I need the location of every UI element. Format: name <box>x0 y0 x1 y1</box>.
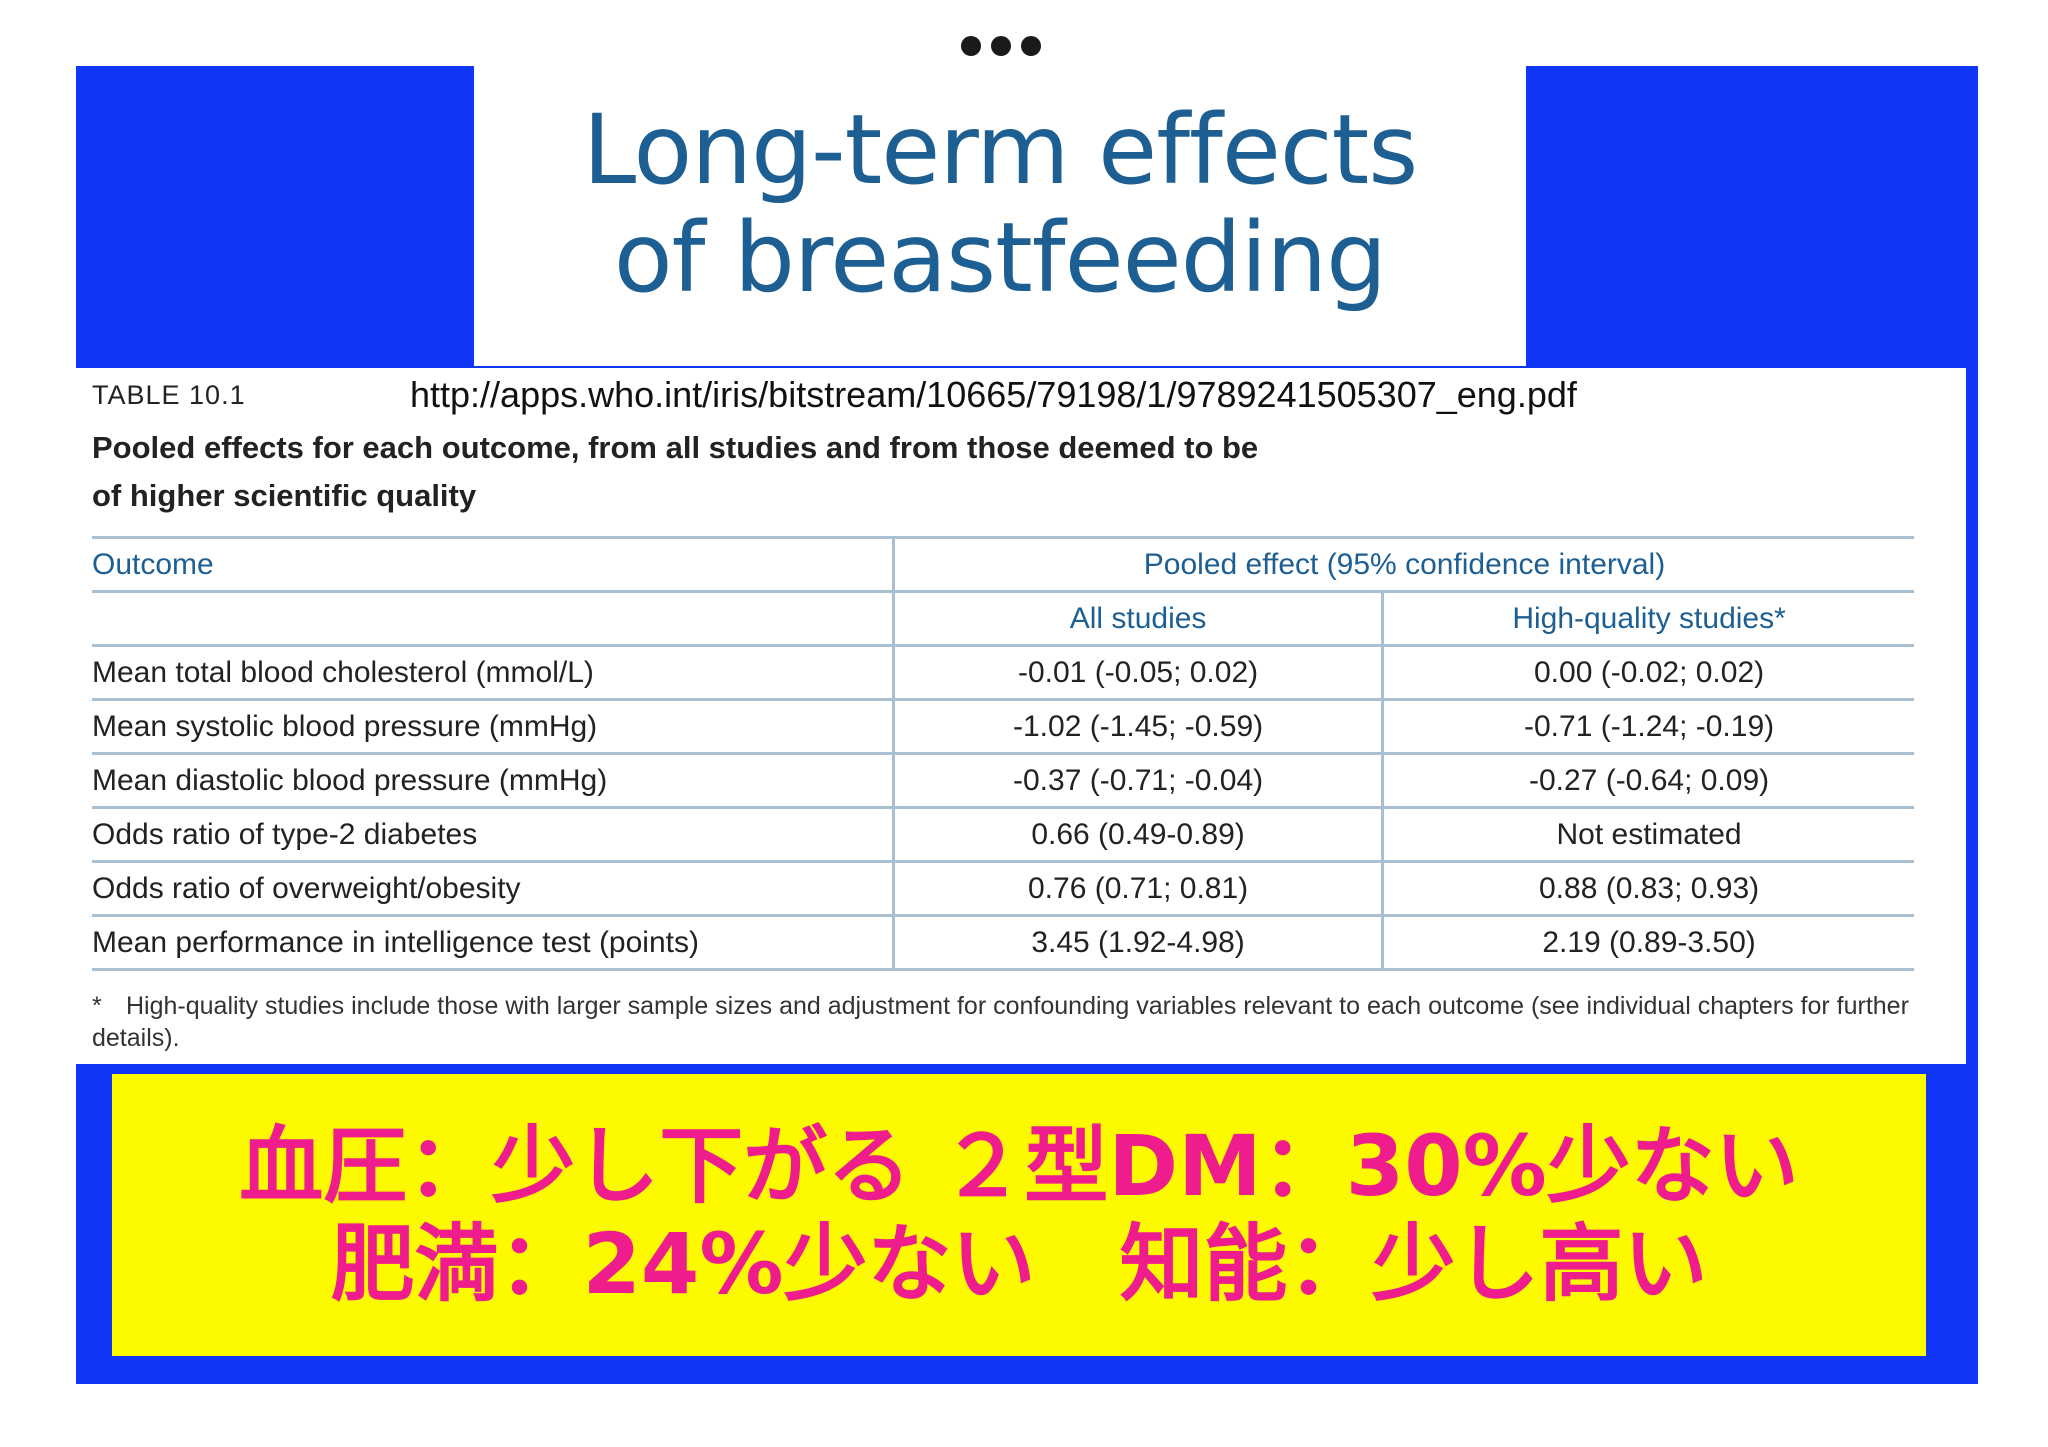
high-quality-cell: Not estimated <box>1381 807 1914 863</box>
dot-3 <box>1021 36 1041 56</box>
all-studies-cell: -1.02 (-1.45; -0.59) <box>891 699 1383 755</box>
header-high-quality: High-quality studies* <box>1381 591 1914 647</box>
all-studies-cell: 0.76 (0.71; 0.81) <box>891 861 1383 917</box>
more-options-icon[interactable] <box>961 36 1081 60</box>
source-url[interactable]: http://apps.who.int/iris/bitstream/10665… <box>410 374 1577 415</box>
table-footnote: * High-quality studies include those with… <box>92 990 1922 1054</box>
title-panel: Long-term effects of breastfeeding <box>474 66 1526 366</box>
dot-1 <box>961 36 981 56</box>
high-quality-cell: -0.27 (-0.64; 0.09) <box>1381 753 1914 809</box>
dot-2 <box>991 36 1011 56</box>
pooled-effects-table: Outcome Pooled effect (95% confidence in… <box>92 536 1914 971</box>
outcome-cell: Mean total blood cholesterol (mmol/L) <box>92 645 894 701</box>
summary-line-2: 肥満：24%少ない 知能：少し高い <box>330 1215 1708 1313</box>
header-outcome: Outcome <box>92 536 894 593</box>
header-all-studies: All studies <box>891 591 1383 647</box>
all-studies-cell: 0.66 (0.49-0.89) <box>891 807 1383 863</box>
title-line-1: Long-term effects <box>582 94 1419 206</box>
table-row: Mean total blood cholesterol (mmol/L) -0… <box>92 645 1914 701</box>
all-studies-cell: -0.37 (-0.71; -0.04) <box>891 753 1383 809</box>
table-panel: TABLE 10.1 http://apps.who.int/iris/bits… <box>76 368 1966 1064</box>
footnote-text: High-quality studies include those with … <box>92 992 1909 1052</box>
slide-title: Long-term effects of breastfeeding <box>474 96 1526 312</box>
title-line-2: of breastfeeding <box>613 202 1387 314</box>
high-quality-cell: 0.88 (0.83; 0.93) <box>1381 861 1914 917</box>
outcome-cell: Odds ratio of type-2 diabetes <box>92 807 894 863</box>
header-blank <box>92 591 894 647</box>
table-caption: Pooled effects for each outcome, from al… <box>92 424 1592 520</box>
outcome-cell: Mean systolic blood pressure (mmHg) <box>92 699 894 755</box>
all-studies-cell: 3.45 (1.92-4.98) <box>891 915 1383 971</box>
outcome-cell: Odds ratio of overweight/obesity <box>92 861 894 917</box>
caption-line-2: of higher scientific quality <box>92 478 477 513</box>
table-row: Mean diastolic blood pressure (mmHg) -0.… <box>92 753 1914 809</box>
table-row: Odds ratio of overweight/obesity 0.76 (0… <box>92 861 1914 917</box>
footnote-mark: * <box>92 992 102 1020</box>
high-quality-cell: 0.00 (-0.02; 0.02) <box>1381 645 1914 701</box>
summary-box: 血圧：少し下がる ２型DM：30%少ない 肥満：24%少ない 知能：少し高い <box>112 1074 1926 1356</box>
high-quality-cell: -0.71 (-1.24; -0.19) <box>1381 699 1914 755</box>
summary-line-1: 血圧：少し下がる ２型DM：30%少ない <box>239 1117 1799 1215</box>
table-row: Mean performance in intelligence test (p… <box>92 915 1914 971</box>
high-quality-cell: 2.19 (0.89-3.50) <box>1381 915 1914 971</box>
outcome-cell: Mean performance in intelligence test (p… <box>92 915 894 971</box>
all-studies-cell: -0.01 (-0.05; 0.02) <box>891 645 1383 701</box>
table-row: Mean systolic blood pressure (mmHg) -1.0… <box>92 699 1914 755</box>
header-pooled-effect: Pooled effect (95% confidence interval) <box>892 536 1914 593</box>
caption-line-1: Pooled effects for each outcome, from al… <box>92 430 1259 465</box>
outcome-cell: Mean diastolic blood pressure (mmHg) <box>92 753 894 809</box>
table-label: TABLE 10.1 <box>92 380 246 410</box>
table-row: Odds ratio of type-2 diabetes 0.66 (0.49… <box>92 807 1914 863</box>
